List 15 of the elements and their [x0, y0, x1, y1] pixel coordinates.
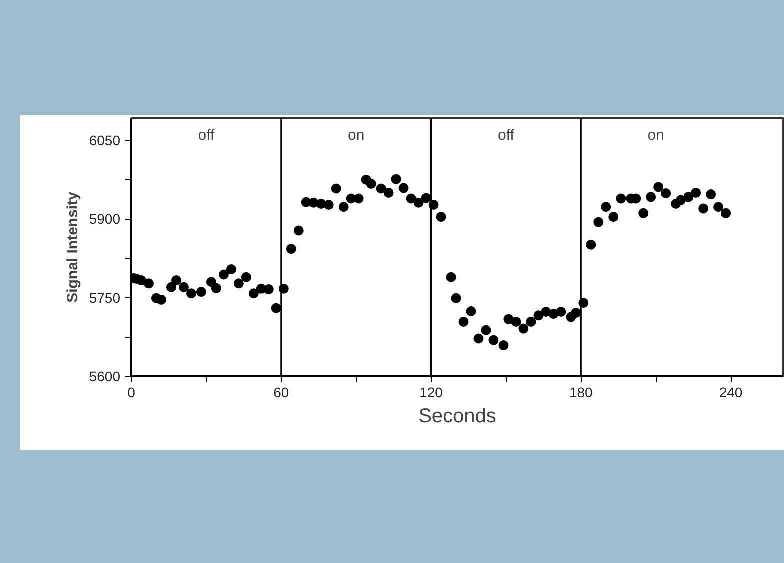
x-tick-label: 120 [420, 384, 444, 400]
x-tick-label: 240 [719, 384, 743, 400]
y-tick-label: 5900 [89, 211, 121, 228]
y-tick-label: 5750 [89, 290, 121, 306]
y-tick-label: 5600 [89, 368, 121, 384]
x-tick-label: 180 [569, 384, 594, 400]
annotation: off [498, 127, 516, 144]
x-tick-label: 60 [274, 384, 290, 400]
y-tick-label: 6050 [89, 132, 121, 149]
annotation: on [348, 127, 365, 144]
x-tick-label: 0 [128, 384, 136, 400]
annotation: on [648, 127, 664, 144]
y-axis-title: Signal Intensity [64, 191, 82, 303]
annotation: off [198, 127, 216, 144]
x-axis-title: Seconds [418, 406, 496, 428]
